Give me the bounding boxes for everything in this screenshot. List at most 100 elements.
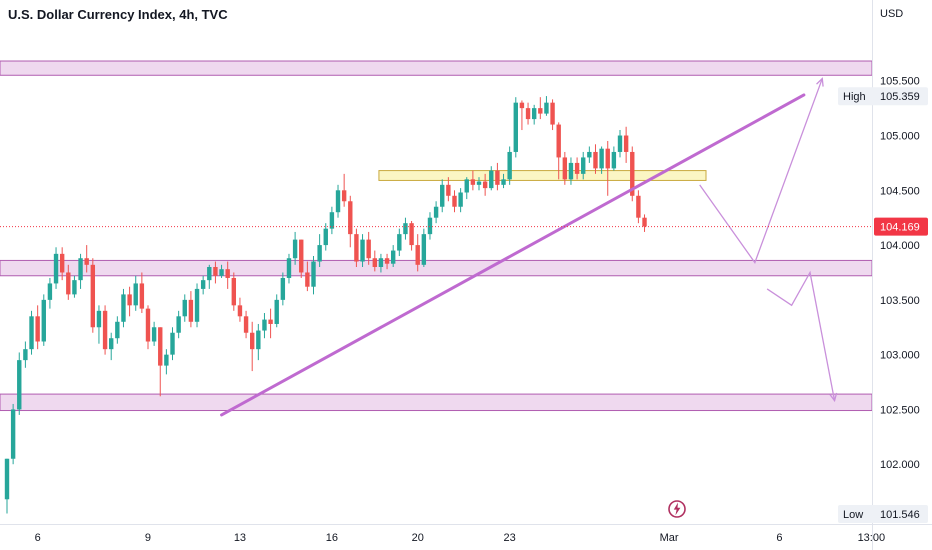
- candle: [133, 275, 138, 311]
- candle: [562, 151, 568, 185]
- candle: [341, 173, 347, 207]
- high-marker-box: [838, 87, 928, 106]
- candle: [427, 212, 433, 240]
- lightning-bolt-icon[interactable]: [667, 499, 687, 519]
- candle-body: [127, 294, 132, 306]
- candle: [256, 323, 261, 361]
- candle: [213, 261, 218, 284]
- candle-body: [182, 299, 187, 317]
- candle-body: [544, 102, 549, 114]
- candle: [354, 228, 359, 267]
- projection-path-1[interactable]: [766, 270, 836, 401]
- candle-body: [599, 148, 604, 169]
- candle-body: [23, 349, 28, 361]
- candle: [433, 201, 439, 224]
- candle: [292, 231, 298, 265]
- candle-body: [200, 280, 206, 289]
- candle: [200, 275, 206, 295]
- candle: [237, 297, 243, 322]
- candle-body: [231, 277, 237, 306]
- candle: [176, 310, 181, 339]
- candle-body: [630, 151, 635, 196]
- candle-body: [415, 245, 420, 265]
- candle-body: [427, 217, 433, 235]
- candle-body: [78, 258, 83, 281]
- candle-body: [59, 253, 65, 273]
- candle: [102, 305, 108, 355]
- candle: [164, 349, 169, 375]
- candle: [384, 253, 390, 270]
- candle: [599, 146, 604, 174]
- candle-body: [317, 245, 322, 262]
- candle-body: [262, 319, 267, 331]
- candle: [482, 173, 488, 196]
- candle: [151, 321, 157, 346]
- candle-body: [305, 272, 310, 287]
- candle-body: [495, 170, 500, 185]
- candle-body: [280, 277, 286, 300]
- y-tick-label: 103.000: [880, 350, 920, 362]
- candle-body: [538, 108, 543, 114]
- candle-body: [360, 239, 365, 262]
- candle-body: [605, 148, 610, 169]
- resistance-zone[interactable]: [378, 170, 707, 181]
- candle: [593, 144, 598, 174]
- candle: [53, 247, 59, 289]
- candle: [188, 291, 194, 328]
- candle-body: [47, 283, 53, 300]
- candle-body: [102, 310, 108, 350]
- candle-body: [348, 201, 353, 235]
- support-zone-3[interactable]: [0, 393, 873, 412]
- y-tick-label: 105.000: [880, 131, 920, 143]
- low-marker-box: [838, 504, 928, 523]
- candle: [531, 104, 537, 125]
- candle-body: [409, 223, 414, 246]
- y-tick-label: 104.000: [880, 240, 920, 252]
- supply-zone-0[interactable]: [0, 60, 873, 76]
- candle: [513, 97, 518, 158]
- candle-body: [476, 181, 482, 185]
- candle: [623, 126, 629, 163]
- x-tick-label: Mar: [660, 532, 679, 544]
- last-price-value: 104.169: [880, 222, 920, 234]
- candle: [501, 173, 506, 189]
- x-tick-label: 13: [234, 532, 246, 544]
- candle: [636, 190, 641, 224]
- candle: [66, 264, 71, 300]
- candle-body: [550, 102, 555, 125]
- candle: [280, 272, 286, 306]
- candle-body: [90, 264, 96, 328]
- candle: [262, 313, 267, 339]
- candle: [440, 179, 445, 213]
- candle: [121, 288, 126, 328]
- candle-body: [164, 354, 169, 366]
- support-zone-2[interactable]: [0, 259, 873, 277]
- x-tick-label: 16: [326, 532, 338, 544]
- candle-body: [403, 223, 408, 235]
- candle: [170, 327, 175, 361]
- candle-body: [10, 409, 16, 459]
- candle: [90, 258, 96, 333]
- trendline[interactable]: [220, 93, 806, 417]
- candle-body: [341, 190, 347, 202]
- candle-body: [41, 299, 46, 342]
- candle-body: [617, 135, 623, 152]
- high-marker-value: 105.359: [880, 91, 920, 103]
- candle-body: [556, 124, 561, 158]
- candle-body: [72, 280, 77, 295]
- high-marker-label: High: [843, 91, 866, 103]
- candle: [207, 264, 212, 289]
- candle: [194, 283, 200, 328]
- candle-body: [133, 283, 138, 306]
- candle-body: [587, 151, 592, 158]
- x-tick-label: 20: [412, 532, 424, 544]
- candle: [390, 245, 396, 267]
- projection-path-0[interactable]: [699, 78, 823, 265]
- candle-body: [642, 217, 647, 227]
- candle-body: [158, 327, 163, 366]
- candle: [446, 177, 451, 202]
- candle-body: [115, 321, 120, 339]
- candle: [35, 305, 40, 350]
- candle: [84, 245, 89, 273]
